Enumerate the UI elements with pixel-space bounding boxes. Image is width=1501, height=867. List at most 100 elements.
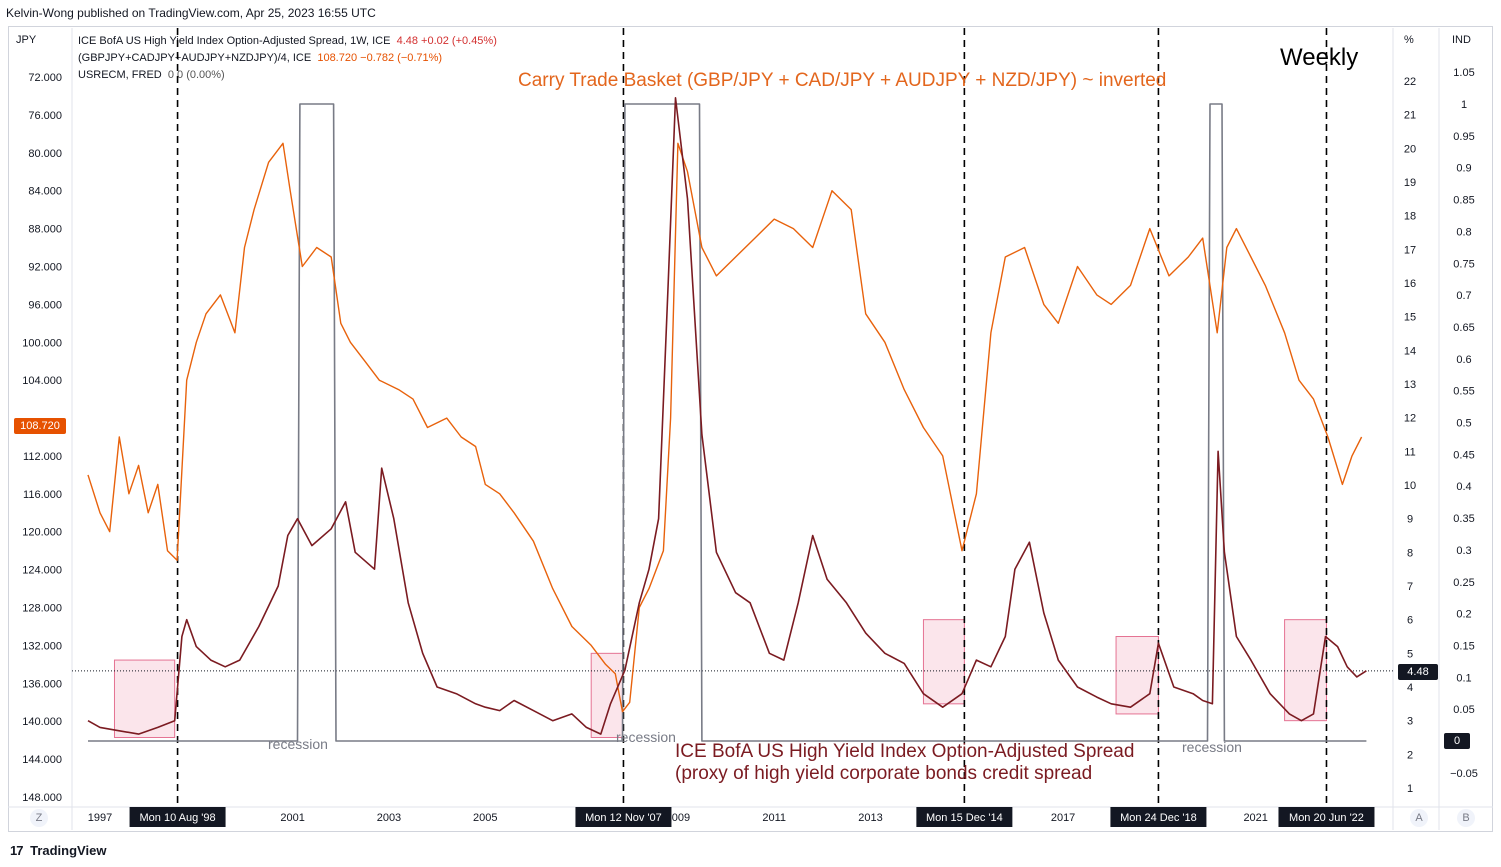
event-date-tag (129, 807, 226, 827)
right-tick-label: 2 (1407, 749, 1413, 761)
ind-tick-label: 0.9 (1456, 163, 1471, 175)
right-tick-label: 10 (1404, 480, 1416, 492)
chart-frame (8, 26, 1493, 832)
highlight-box (590, 652, 623, 738)
left-tick-label: 76.000 (28, 110, 62, 122)
ind-tick-label: 0.45 (1453, 449, 1474, 461)
ind-tick-label: 0.15 (1453, 640, 1474, 652)
left-tick-label: 112.000 (23, 451, 62, 463)
ind-tick-label: 1 (1461, 99, 1467, 111)
ind-tick-label: 0.7 (1456, 290, 1471, 302)
ind-tick-label: 0.75 (1453, 258, 1474, 270)
ind-price-tag: 0 (1444, 733, 1470, 749)
b-scale-button[interactable]: B (1457, 809, 1475, 827)
highlight-box (922, 619, 965, 705)
left-tick-label: 100.000 (22, 337, 62, 349)
right-tick-label: 13 (1404, 379, 1416, 391)
spread-price-tag: 4.48 (1398, 664, 1438, 680)
left-tick-label: 92.000 (28, 261, 62, 273)
zoom-button[interactable]: Z (30, 809, 48, 827)
highlight-box (1115, 636, 1159, 715)
ind-tick-label: 0.8 (1456, 226, 1471, 238)
right-tick-label: 9 (1407, 514, 1413, 526)
ind-tick-label: 1.05 (1453, 67, 1474, 79)
right-tick-label: 16 (1404, 278, 1416, 290)
left-tick-label: 84.000 (28, 186, 62, 198)
recession-label-2008: recession (616, 729, 676, 745)
legend-carry-label: (GBPJPY+CADJPY+AUDJPY+NZDJPY)/4, ICE (78, 52, 312, 64)
right-axis-title: % (1404, 34, 1414, 46)
x-tick-label: 2001 (280, 812, 304, 824)
left-tick-label: 140.000 (22, 716, 62, 728)
ind-tick-label: 0.65 (1453, 322, 1474, 334)
ind-tick-label: 0.1 (1456, 672, 1471, 684)
left-tick-label: 80.000 (28, 148, 62, 160)
legend-carry-value: 108.720 −0.782 (−0.71%) (317, 52, 443, 64)
ind-tick-label: 0.6 (1456, 354, 1471, 366)
x-tick-label: 2003 (377, 812, 401, 824)
legend-usrecm-value: 0 0 (0.00%) (167, 69, 225, 81)
event-date-label: Mon 15 Dec '14 (926, 812, 1003, 824)
x-tick-label: 2017 (1051, 812, 1075, 824)
right-tick-label: 21 (1404, 110, 1416, 122)
footer-brand[interactable]: 17 TradingView (10, 843, 106, 858)
ind-tick-label: 0.55 (1453, 386, 1474, 398)
right-tick-label: 18 (1404, 211, 1416, 223)
ind-tick-label: −0.05 (1450, 768, 1478, 780)
legend-spread[interactable]: ICE BofA US High Yield Index Option-Adju… (78, 34, 497, 49)
right-tick-label: 5 (1407, 648, 1413, 660)
left-tick-label: 136.000 (22, 678, 62, 690)
carry-price-tag: 108.720 (14, 418, 66, 434)
legend-usrecm[interactable]: USRECM, FRED 0 0 (0.00%) (78, 68, 225, 83)
left-tick-label: 120.000 (22, 527, 62, 539)
right-tick-label: 3 (1407, 716, 1413, 728)
left-tick-label: 148.000 (22, 792, 62, 804)
ind-tick-label: 0.35 (1453, 513, 1474, 525)
right-tick-label: 4 (1407, 682, 1413, 694)
x-tick-label: 2009 (666, 812, 690, 824)
carry-basket-annotation: Carry Trade Basket (GBP/JPY + CAD/JPY + … (518, 70, 1167, 91)
right-tick-label: 14 (1404, 345, 1416, 357)
legend-spread-label: ICE BofA US High Yield Index Option-Adju… (78, 35, 391, 47)
ind-axis-title: IND (1452, 34, 1471, 46)
left-tick-label: 72.000 (28, 72, 62, 84)
publish-info: Kelvin-Wong published on TradingView.com… (6, 6, 376, 20)
event-date-tag (1110, 807, 1207, 827)
x-tick-label: 2011 (762, 812, 786, 824)
ind-tick-label: 0.5 (1456, 418, 1471, 430)
left-tick-label: 96.000 (28, 299, 62, 311)
ind-tick-label: 0.85 (1453, 195, 1474, 207)
left-tick-label: 132.000 (22, 640, 62, 652)
carry-basket-series-line (87, 142, 1363, 713)
legend-usrecm-label: USRECM, FRED (78, 69, 162, 81)
left-tick-label: 116.000 (23, 489, 62, 501)
spread-annotation: ICE BofA US High Yield Index Option-Adju… (675, 741, 1134, 785)
hy-spread-series-line (87, 97, 1367, 735)
event-date-label: Mon 20 Jun '22 (1289, 812, 1364, 824)
left-tick-label: 124.000 (22, 565, 62, 577)
footer-brand-text: TradingView (30, 843, 107, 858)
ind-tick-label: 0.3 (1456, 545, 1471, 557)
right-tick-label: 11 (1404, 446, 1415, 458)
recession-label-2001: recession (268, 736, 328, 752)
ind-tick-label: 0.05 (1453, 704, 1474, 716)
recession-series-line (88, 103, 1367, 742)
ind-tick-label: 0.4 (1456, 481, 1471, 493)
left-tick-label: 104.000 (22, 375, 62, 387)
x-tick-label: 1997 (88, 812, 112, 824)
auto-scale-button[interactable]: A (1410, 809, 1428, 827)
event-date-tag (575, 807, 672, 827)
right-tick-label: 20 (1404, 143, 1416, 155)
right-tick-label: 6 (1407, 615, 1413, 627)
right-tick-label: 8 (1407, 547, 1413, 559)
right-tick-label: 22 (1404, 76, 1416, 88)
event-date-label: Mon 24 Dec '18 (1120, 812, 1197, 824)
legend-carry[interactable]: (GBPJPY+CADJPY+AUDJPY+NZDJPY)/4, ICE 108… (78, 51, 442, 66)
highlight-box (113, 659, 176, 738)
timeframe-label: Weekly (1280, 44, 1359, 71)
right-tick-label: 1 (1407, 783, 1413, 795)
x-tick-label: 2005 (473, 812, 497, 824)
left-tick-label: 128.000 (22, 603, 62, 615)
ind-tick-label: 0.2 (1456, 609, 1471, 621)
